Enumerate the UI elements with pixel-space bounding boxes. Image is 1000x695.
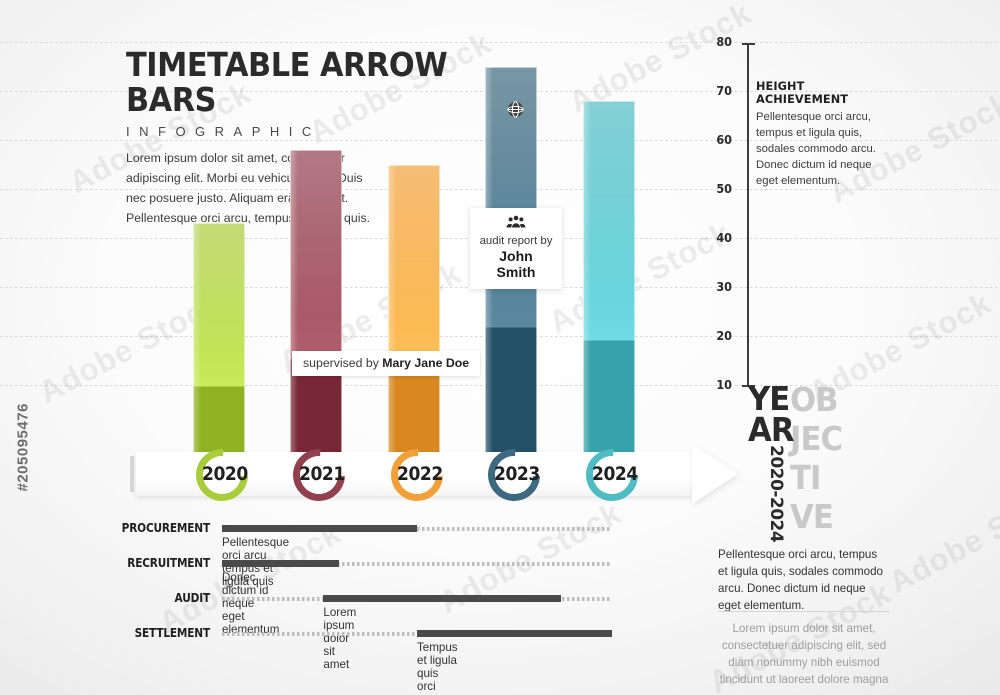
year-label: 2022 — [397, 463, 443, 485]
callout-supervised: supervised by Mary Jane Doe — [292, 351, 481, 376]
axis-tick-50: 50 — [716, 181, 732, 196]
year-badge-2023[interactable]: 2023 — [477, 438, 551, 512]
bar-highlight — [290, 149, 342, 319]
objective-year-range: 2020-2024 — [766, 445, 786, 543]
callout-audit-report: audit report by John Smith — [470, 208, 562, 289]
task-track — [222, 562, 612, 566]
task-bar[interactable] — [222, 560, 339, 567]
bar-edge-shine — [388, 164, 396, 487]
bar-2020[interactable] — [193, 223, 245, 487]
task-description: Donec dictum id neque eget elementum — [222, 571, 280, 636]
objective-body: Pellentesque orci arcu, tempus et ligula… — [718, 548, 883, 613]
year-objective: OB JEC TI VE YE AR 2020-2024 — [748, 379, 898, 542]
callout-supervised-prefix: supervised by — [303, 356, 383, 370]
task-label-procurement: PROCUREMENT — [121, 521, 211, 535]
task-label-settlement: SETTLEMENT — [134, 626, 211, 640]
bar-edge-shine — [290, 149, 298, 487]
axis-tick-30: 30 — [716, 279, 732, 294]
task-bar[interactable] — [323, 595, 562, 602]
bracket-line — [747, 43, 749, 386]
task-bar[interactable] — [222, 525, 417, 532]
bracket-cap-top — [742, 43, 755, 45]
year-badge-2022[interactable]: 2022 — [380, 438, 454, 512]
year-label: 2020 — [202, 463, 248, 485]
bar-edge-shine — [583, 100, 591, 487]
year-ring-inner — [495, 456, 533, 494]
bracket-cap-bottom — [742, 385, 755, 387]
group-people-icon — [506, 215, 526, 232]
arrow-head-icon — [692, 444, 738, 504]
year-badge-2024[interactable]: 2024 — [575, 438, 649, 512]
objective-word-light: OB JEC TI VE — [790, 380, 843, 537]
objective-dark-line2: AR — [748, 410, 794, 450]
year-ring-inner — [300, 456, 338, 494]
bar-highlight — [193, 223, 245, 356]
arrow-tail — [130, 456, 134, 492]
page-subtitle: INFOGRAPHIC — [126, 124, 321, 140]
task-bar[interactable] — [417, 630, 612, 637]
page-title: TIMETABLE ARROW BARS — [126, 45, 448, 119]
height-achievement-body: Pellentesque orci arcu, tempus et ligula… — [756, 111, 876, 188]
axis-tick-60: 60 — [716, 132, 732, 147]
objective-dark-line1: YE — [748, 379, 790, 418]
bar-rect — [290, 149, 342, 487]
bar-2022[interactable] — [388, 164, 440, 487]
objective-divider — [718, 611, 890, 612]
globe-icon — [507, 101, 524, 123]
year-label: 2021 — [299, 463, 345, 485]
bar-edge-shine — [193, 223, 201, 487]
objective-light-line4: VE — [790, 496, 834, 536]
year-label: 2024 — [592, 463, 638, 485]
task-track — [222, 527, 612, 531]
bar-2024[interactable] — [583, 100, 635, 487]
objective-light-line3: TI — [790, 457, 821, 497]
callout-audit-line1: audit report by — [479, 235, 553, 247]
bar-rect — [388, 164, 440, 487]
axis-tick-40: 40 — [716, 230, 732, 245]
bar-highlight — [583, 100, 635, 294]
objective-light-line1: OB — [790, 380, 839, 419]
bar-rect — [193, 223, 245, 487]
year-ring-inner — [593, 456, 631, 494]
axis-tick-10: 10 — [716, 377, 732, 392]
task-description: Tempus et ligula quis orci arcu — [417, 641, 458, 695]
year-ring-inner — [203, 456, 241, 494]
axis-tick-70: 70 — [716, 83, 732, 98]
year-label: 2023 — [494, 463, 540, 485]
bar-2021[interactable] — [290, 149, 342, 487]
year-badge-2020[interactable]: 2020 — [185, 438, 259, 512]
axis-tick-80: 80 — [716, 34, 732, 49]
objective-light-line2: JEC — [790, 418, 843, 458]
year-badge-2021[interactable]: 2021 — [282, 438, 356, 512]
objective-word-dark: YE AR — [748, 379, 794, 450]
task-label-audit: AUDIT — [174, 591, 211, 605]
task-description: Lorem ipsum dolor sit amet — [323, 606, 357, 671]
bar-rect — [583, 100, 635, 487]
year-ring-inner — [398, 456, 436, 494]
bar-highlight — [388, 164, 440, 326]
task-label-recruitment: RECRUITMENT — [127, 556, 210, 570]
callout-audit-line2: John Smith — [496, 248, 536, 280]
callout-supervised-name: Mary Jane Doe — [382, 356, 470, 370]
task-description: Pellentesque orci arcu tempus et ligula … — [222, 536, 290, 588]
objective-body-secondary: Lorem ipsum dolor sit amet, consectetuer… — [719, 622, 889, 687]
axis-tick-20: 20 — [716, 328, 732, 343]
height-achievement: HEIGHT ACHIEVEMENT Pellentesque orci arc… — [756, 80, 884, 189]
height-achievement-heading: HEIGHT ACHIEVEMENT — [756, 80, 849, 106]
